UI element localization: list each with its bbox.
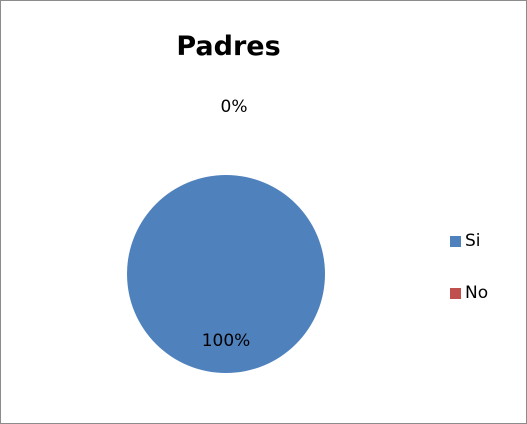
legend-label-si: Si: [465, 231, 481, 251]
legend-item-si: Si: [450, 215, 488, 267]
legend-item-no: No: [450, 267, 488, 319]
legend: Si No: [450, 215, 488, 319]
data-label-si: 100%: [202, 331, 251, 351]
data-label-no: 0%: [221, 97, 248, 117]
pie-slice-si: [127, 175, 325, 373]
legend-swatch-si: [450, 235, 461, 247]
legend-label-no: No: [465, 283, 489, 303]
chart-title: Padres: [176, 31, 281, 62]
legend-swatch-no: [450, 287, 461, 299]
